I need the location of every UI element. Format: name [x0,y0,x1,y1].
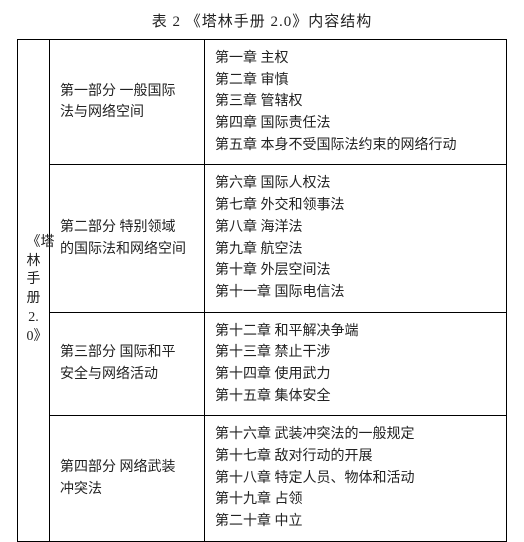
chapters-cell-4: 第十六章 武装冲突法的一般规定 第十七章 敌对行动的开展 第十八章 特定人员、物… [205,416,507,541]
chapter-line: 第十九章 占领 [215,489,500,511]
part-cell-2: 第二部分 特别领域 的国际法和网络空间 [50,165,205,312]
part-label-line: 第二部分 特别领域 [60,217,198,239]
part-label-line: 冲突法 [60,479,198,501]
chapters-cell-1: 第一章 主权 第二章 审慎 第三章 管辖权 第四章 国际责任法 第五章 本身不受… [205,40,507,165]
part-label-line: 安全与网络活动 [60,364,198,386]
chapter-line: 第六章 国际人权法 [215,173,500,195]
part-label-line: 法与网络空间 [60,102,198,124]
part-label-line: 第一部分 一般国际 [60,81,198,103]
chapter-line: 第二章 审慎 [215,70,500,92]
chapter-line: 第五章 本身不受国际法约束的网络行动 [215,135,500,157]
part-cell-1: 第一部分 一般国际 法与网络空间 [50,40,205,165]
book-title: 《塔林手册2.0》 [27,234,41,347]
chapter-line: 第十七章 敌对行动的开展 [215,446,500,468]
chapter-line: 第十三章 禁止干涉 [215,342,500,364]
chapter-line: 第七章 外交和领事法 [215,195,500,217]
chapter-line: 第八章 海洋法 [215,217,500,239]
chapter-line: 第一章 主权 [215,48,500,70]
chapter-line: 第三章 管辖权 [215,91,500,113]
part-label-line: 的国际法和网络空间 [60,239,198,261]
chapter-line: 第二十章 中立 [215,511,500,533]
content-table: 《塔林手册2.0》 第一部分 一般国际 法与网络空间 第一章 主权 第二章 审慎… [17,39,507,542]
book-title-cell: 《塔林手册2.0》 [18,40,50,542]
chapter-line: 第十章 外层空间法 [215,260,500,282]
chapter-line: 第十五章 集体安全 [215,386,500,408]
part-label-line: 第三部分 国际和平 [60,342,198,364]
chapters-cell-2: 第六章 国际人权法 第七章 外交和领事法 第八章 海洋法 第九章 航空法 第十章… [205,165,507,312]
chapter-line: 第十六章 武装冲突法的一般规定 [215,424,500,446]
part-cell-4: 第四部分 网络武装 冲突法 [50,416,205,541]
chapter-line: 第十二章 和平解决争端 [215,321,500,343]
part-label-line: 第四部分 网络武装 [60,457,198,479]
part-cell-3: 第三部分 国际和平 安全与网络活动 [50,312,205,416]
chapter-line: 第十一章 国际电信法 [215,282,500,304]
chapter-line: 第十八章 特定人员、物体和活动 [215,468,500,490]
chapter-line: 第九章 航空法 [215,239,500,261]
chapters-cell-3: 第十二章 和平解决争端 第十三章 禁止干涉 第十四章 使用武力 第十五章 集体安… [205,312,507,416]
chapter-line: 第四章 国际责任法 [215,113,500,135]
chapter-line: 第十四章 使用武力 [215,364,500,386]
table-caption: 表 2 《塔林手册 2.0》内容结构 [0,0,524,39]
